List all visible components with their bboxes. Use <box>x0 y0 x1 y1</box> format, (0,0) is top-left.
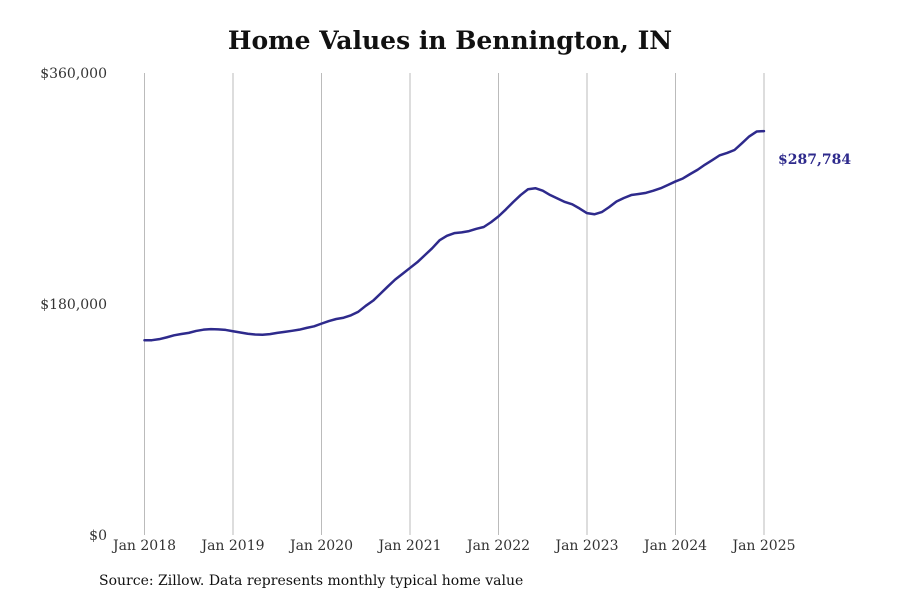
grid-lines <box>144 73 765 535</box>
y-axis-tick-labels: $0 $180,000 $360,000 <box>40 66 107 544</box>
source-note: Source: Zillow. Data represents monthly … <box>99 573 524 589</box>
x-tick-label: Jan 2020 <box>288 538 353 554</box>
y-tick-label: $0 <box>89 528 107 544</box>
end-value-label: $287,784 <box>778 152 851 168</box>
x-axis-tick-labels: Jan 2018 Jan 2019 Jan 2020 Jan 2021 Jan 2022… <box>111 538 796 554</box>
y-tick-label: $360,000 <box>40 66 107 82</box>
x-tick-label: Jan 2024 <box>642 538 707 554</box>
x-tick-label: Jan 2025 <box>730 538 795 554</box>
chart-title: Home Values in Bennington, IN <box>227 26 673 55</box>
x-tick-label: Jan 2022 <box>465 538 530 554</box>
y-tick-label: $180,000 <box>40 297 107 313</box>
x-tick-label: Jan 2019 <box>199 538 264 554</box>
x-tick-label: Jan 2023 <box>553 538 618 554</box>
x-tick-label: Jan 2021 <box>376 538 441 554</box>
series-line <box>143 129 766 342</box>
x-tick-label: Jan 2018 <box>111 538 176 554</box>
